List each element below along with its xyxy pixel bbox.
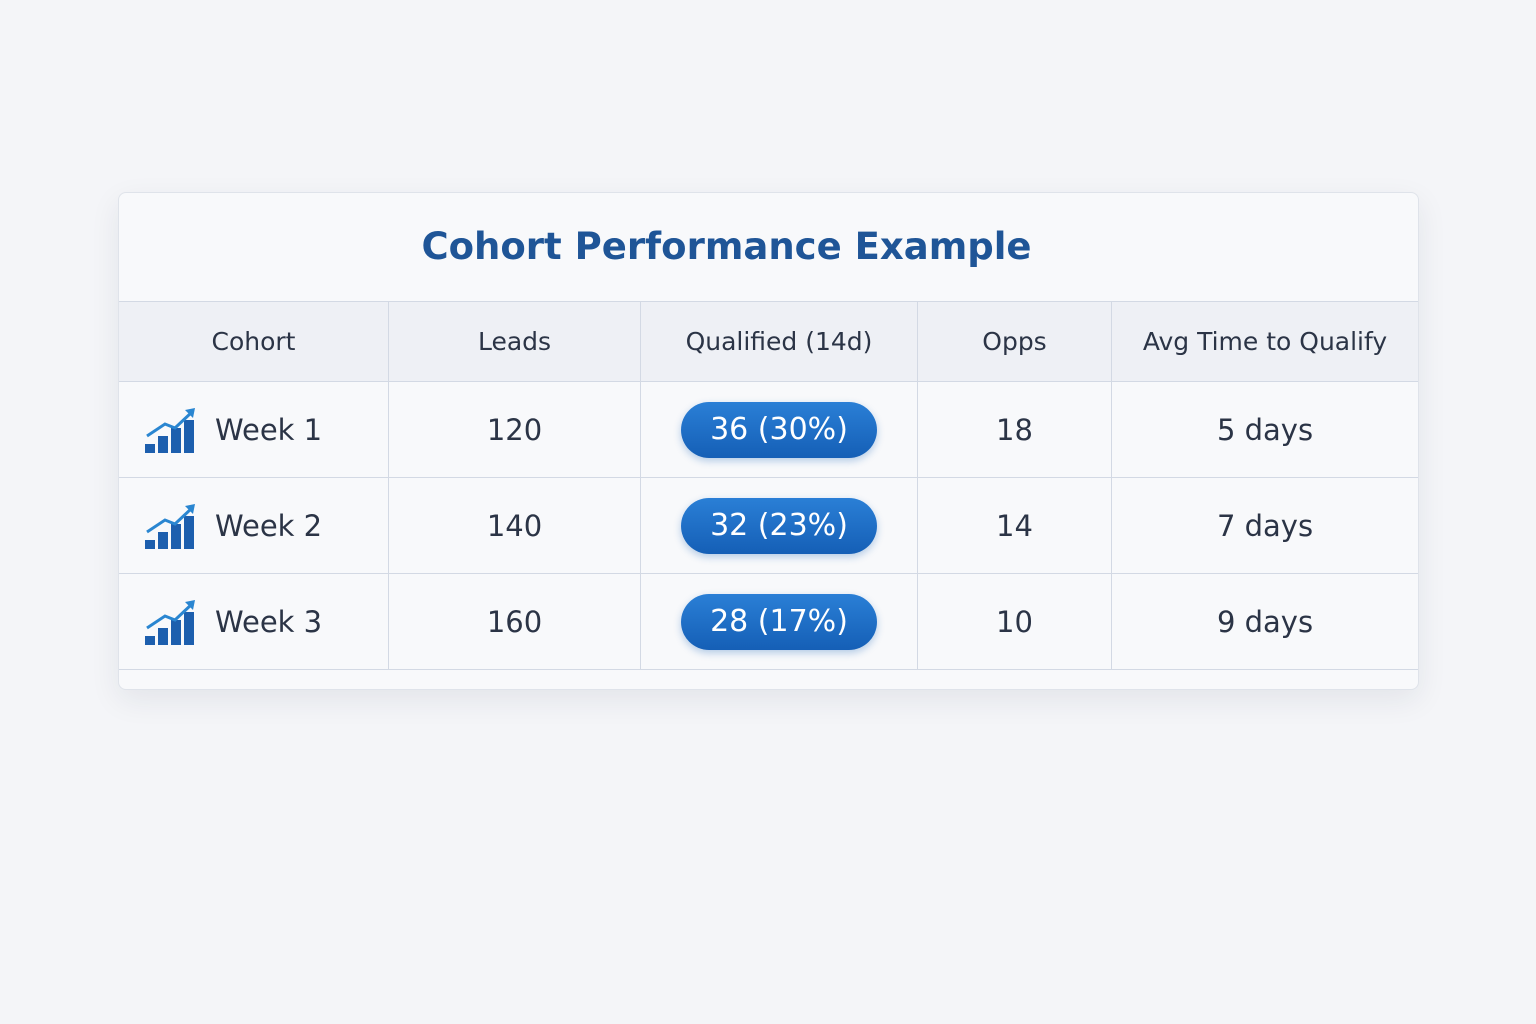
qualified-pill: 36 (30%) [681, 401, 877, 458]
table-cell: 36 (30%) [641, 382, 918, 478]
growth-icon [145, 407, 195, 453]
table-cell: 32 (23%) [641, 478, 918, 574]
cohort-label: Week 1 [215, 412, 323, 447]
table-cell: 28 (17%) [641, 574, 918, 670]
growth-icon [145, 599, 195, 645]
table-cell: 18 [918, 382, 1112, 478]
qualified-pill: 32 (23%) [681, 497, 877, 554]
table-cell: 10 [918, 574, 1112, 670]
growth-icon [145, 503, 195, 549]
table-cell: 140 [389, 478, 641, 574]
table-cell: Week 3 [119, 574, 389, 670]
table-cell: 120 [389, 382, 641, 478]
column-header: Leads [389, 301, 641, 382]
table-cell: 9 days [1112, 574, 1418, 670]
table-card: Cohort Performance Example Cohort Leads Qu… [118, 192, 1419, 690]
column-header: Cohort [119, 301, 389, 382]
table-cell: 14 [918, 478, 1112, 574]
column-header: Avg Time to Qualify [1112, 301, 1418, 382]
column-header: Opps [918, 301, 1112, 382]
table-cell: Week 1 [119, 382, 389, 478]
table-title: Cohort Performance Example [421, 225, 1032, 268]
table-cell: 7 days [1112, 478, 1418, 574]
cohort-label: Week 2 [215, 508, 323, 543]
qualified-pill: 28 (17%) [681, 593, 877, 650]
cohort-label: Week 3 [215, 604, 323, 639]
table-cell: 160 [389, 574, 641, 670]
column-header: Qualified (14d) [641, 301, 918, 382]
table-cell: 5 days [1112, 382, 1418, 478]
table-cell: Week 2 [119, 478, 389, 574]
